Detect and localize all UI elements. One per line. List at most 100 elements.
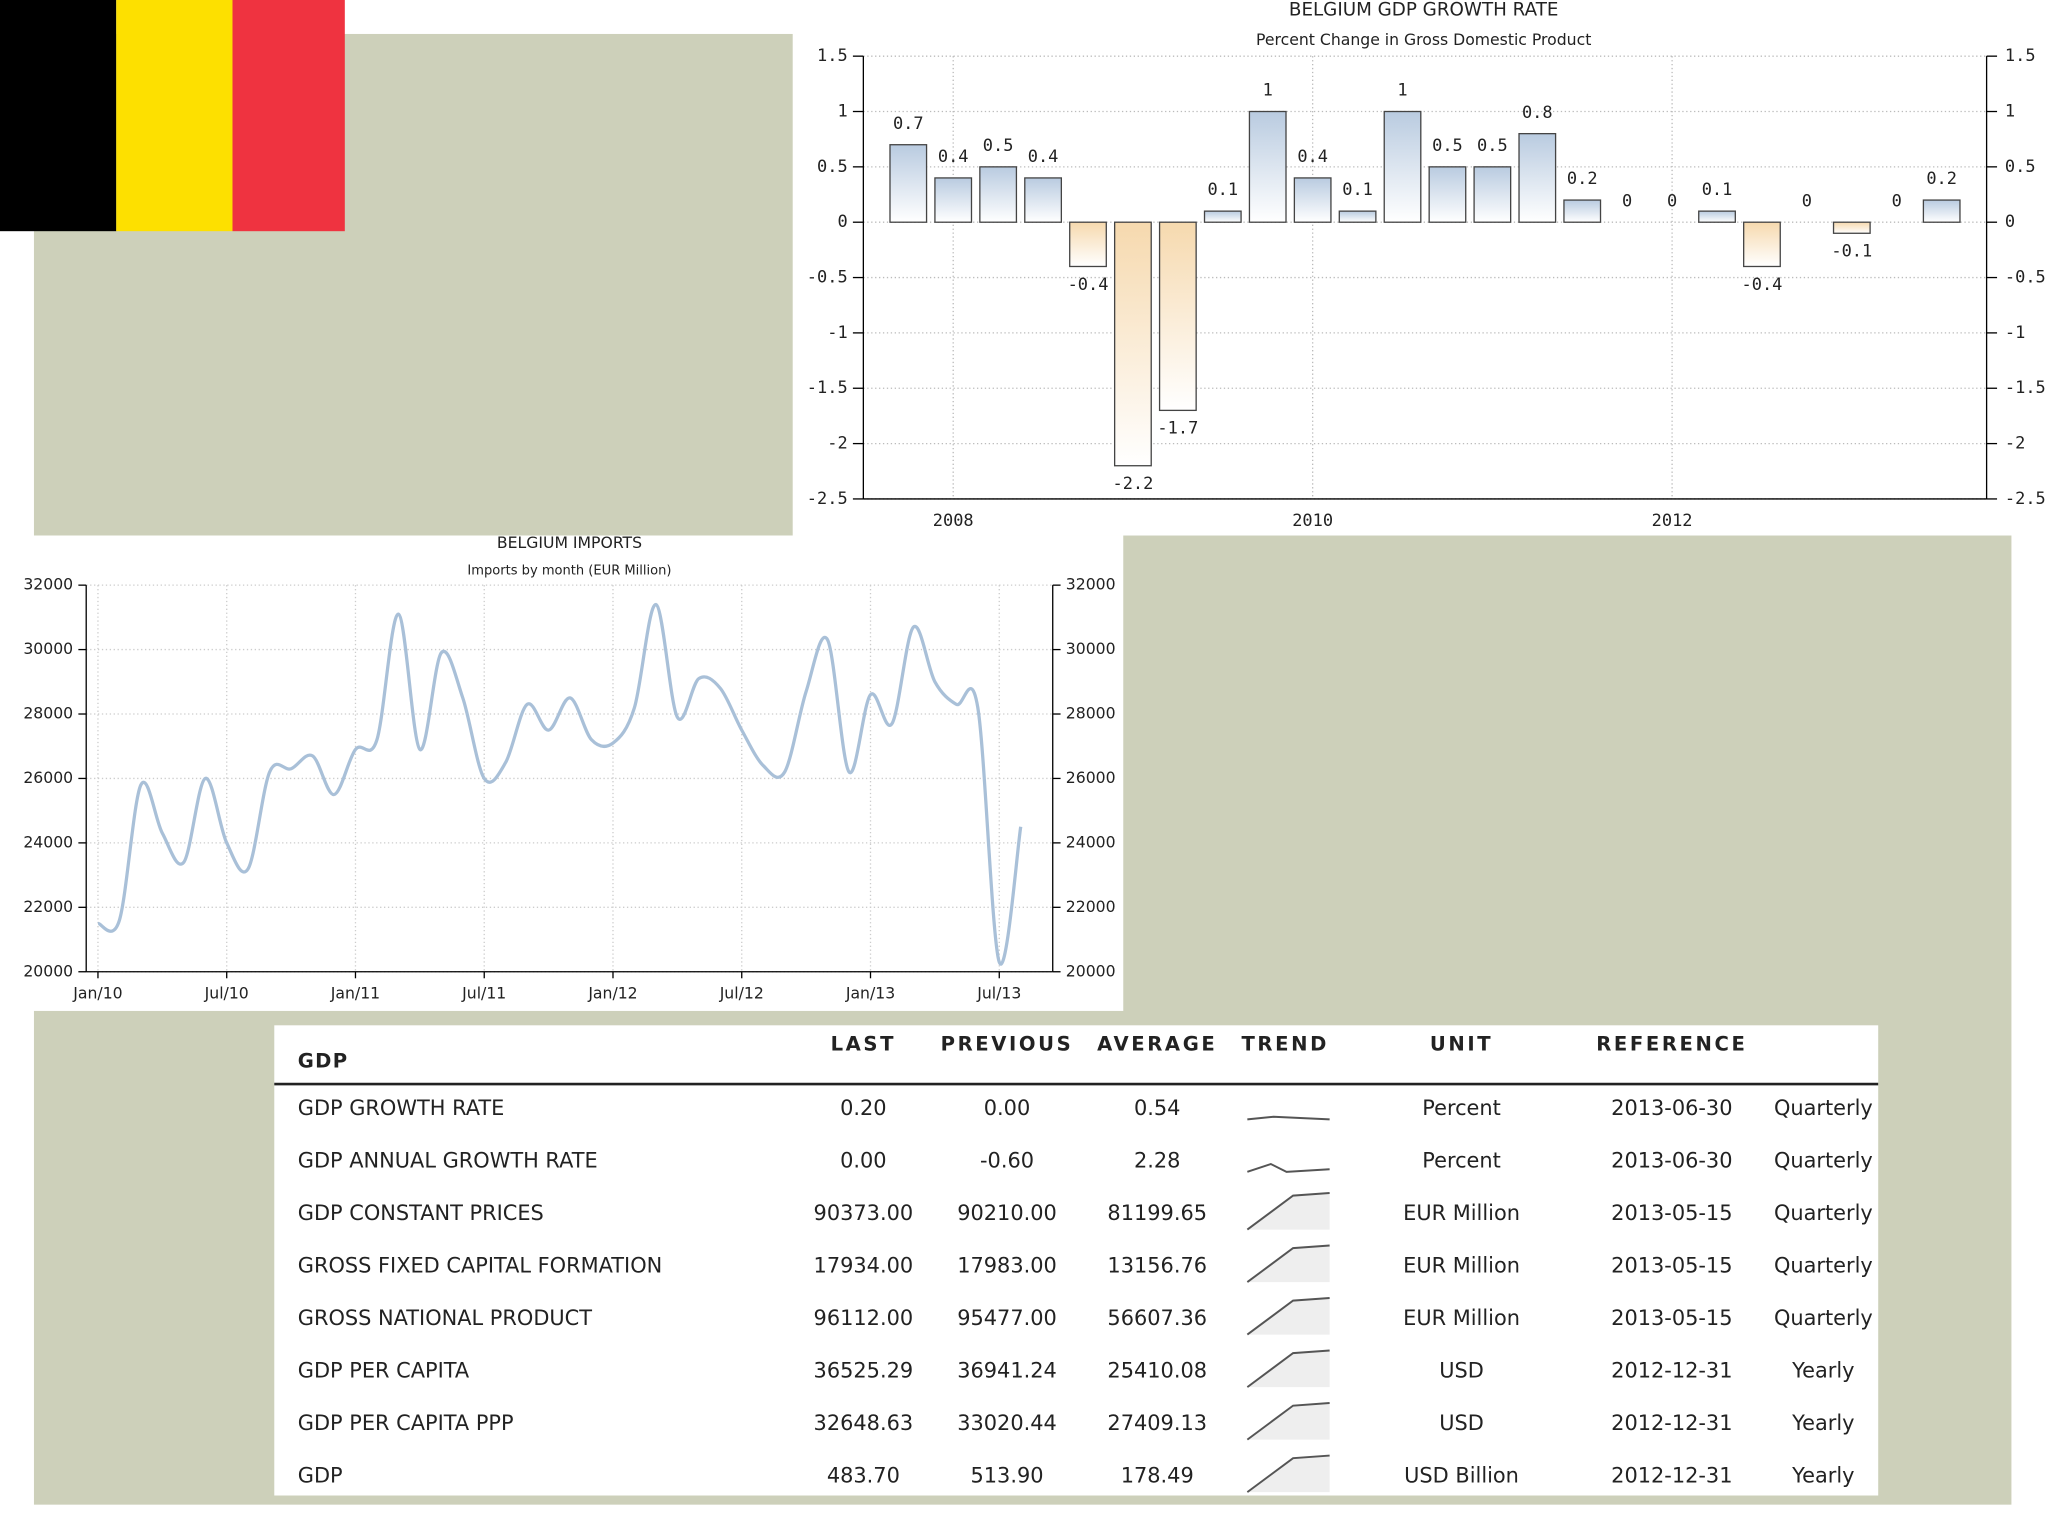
cell: 2013-05-15 [1611,1201,1732,1225]
column-header: TREND [1241,1032,1329,1055]
data-label: 0.4 [1028,147,1059,167]
bar [1832,221,1871,234]
data-label: 0.7 [893,114,924,134]
y2-tick-label: 0.5 [2005,157,2036,177]
column-header: REFERENCE [1596,1032,1747,1055]
y2-tick-label: 26000 [1066,768,1116,787]
chart-subtitle: Imports by month (EUR Million) [467,563,671,578]
flag-stripe [116,0,233,232]
bar [1113,221,1152,467]
y2-tick-label: 32000 [1066,575,1116,594]
y2-tick-label: 1 [2005,102,2015,122]
table-title: GDP [298,1049,349,1072]
data-label: 0.1 [1702,180,1733,200]
bar [1158,221,1197,412]
x-tick-label: 2008 [933,511,974,531]
cell: 0.00 [984,1096,1030,1120]
trend-sparkline [1246,1454,1330,1493]
cell: EUR Million [1403,1306,1520,1330]
y-tick-label: 22000 [23,897,73,916]
bar [1024,177,1063,223]
y2-tick-label: -2.5 [2005,489,2046,509]
cell: 96112.00 [814,1306,914,1330]
cell: EUR Million [1403,1201,1520,1225]
trend-sparkline [1246,1349,1330,1388]
cell: 95477.00 [957,1306,1057,1330]
y2-tick-label: 20000 [1066,961,1116,980]
x-tick-label: Jul/11 [461,983,506,1002]
y-tick-label: 1 [837,102,847,122]
row-name: GDP PER CAPITA PPP [298,1411,514,1435]
y2-tick-label: 28000 [1066,704,1116,723]
row-name: GDP CONSTANT PRICES [298,1201,544,1225]
y-tick-label: 0 [837,212,847,232]
cell: Percent [1422,1148,1501,1172]
y-tick-label: 26000 [23,768,73,787]
data-label: 0.2 [1926,169,1957,189]
cell: 13156.76 [1107,1253,1207,1277]
bar [1563,199,1602,223]
cell: Yearly [1791,1411,1854,1435]
row-name: GDP ANNUAL GROWTH RATE [298,1148,598,1172]
data-label: 0.1 [1207,180,1238,200]
cell: -0.60 [980,1148,1034,1172]
data-label: 1 [1397,81,1407,101]
bar [979,166,1018,223]
cell: 25410.08 [1107,1358,1207,1382]
data-label: 0.8 [1522,103,1553,123]
cell: Quarterly [1774,1201,1873,1225]
cell: 2012-12-31 [1611,1358,1732,1382]
bar [1248,110,1287,223]
data-label: 0.5 [1432,136,1463,156]
cell: 90210.00 [957,1201,1057,1225]
cell: 2012-12-31 [1611,1463,1732,1487]
cell: 33020.44 [957,1411,1057,1435]
data-label: -0.4 [1742,275,1783,295]
bar-chart: BELGIUM GDP GROWTH RATE Percent Change in… [807,0,2046,531]
line-chart: BELGIUM IMPORTS Imports by month (EUR Mil… [23,533,1115,1003]
cell: 2013-05-15 [1611,1306,1732,1330]
trend-sparkline [1246,1244,1330,1283]
trend-sparkline [1247,1115,1330,1121]
chart-subtitle: Percent Change in Gross Domestic Product [1256,30,1591,49]
cell: 2012-12-31 [1611,1411,1732,1435]
cell: USD Billion [1404,1463,1519,1487]
y-tick-label: 20000 [23,961,73,980]
data-label: -0.1 [1831,242,1872,262]
y-tick-label: 32000 [23,575,73,594]
x-tick-label: Jan/12 [587,983,637,1002]
trend-sparkline [1246,1192,1330,1231]
cell: 81199.65 [1107,1201,1207,1225]
flag-stripe [232,0,345,232]
line-panel [0,535,1124,1011]
x-tick-label: Jul/12 [719,983,764,1002]
cell: 27409.13 [1107,1411,1207,1435]
cell: Quarterly [1774,1096,1873,1120]
cell: 90373.00 [814,1201,914,1225]
data-label: 0.2 [1567,169,1598,189]
data-label: 0 [1892,191,1902,211]
data-label: 0.5 [1477,136,1508,156]
cell: 32648.63 [814,1411,914,1435]
x-tick-label: Jul/13 [976,983,1021,1002]
flag-stripe [0,0,117,232]
data-label: 0 [1667,191,1677,211]
chart-title: BELGIUM IMPORTS [497,533,642,552]
data-label: 0.4 [938,147,969,167]
cell: EUR Million [1403,1253,1520,1277]
bar [1922,199,1961,223]
line-series [97,602,1023,966]
data-label: 0.1 [1342,180,1373,200]
y-tick-label: 30000 [23,639,73,658]
data-label: -2.2 [1112,474,1153,494]
cell: 513.90 [970,1463,1043,1487]
trend-sparkline [1247,1162,1330,1173]
chart-title: BELGIUM GDP GROWTH RATE [1289,0,1558,20]
y2-tick-label: 30000 [1066,639,1116,658]
cell: USD [1439,1411,1484,1435]
cell: 17983.00 [957,1253,1057,1277]
x-tick-label: 2010 [1292,511,1333,531]
cell: 178.49 [1121,1463,1194,1487]
y-tick-label: -1 [827,323,847,343]
